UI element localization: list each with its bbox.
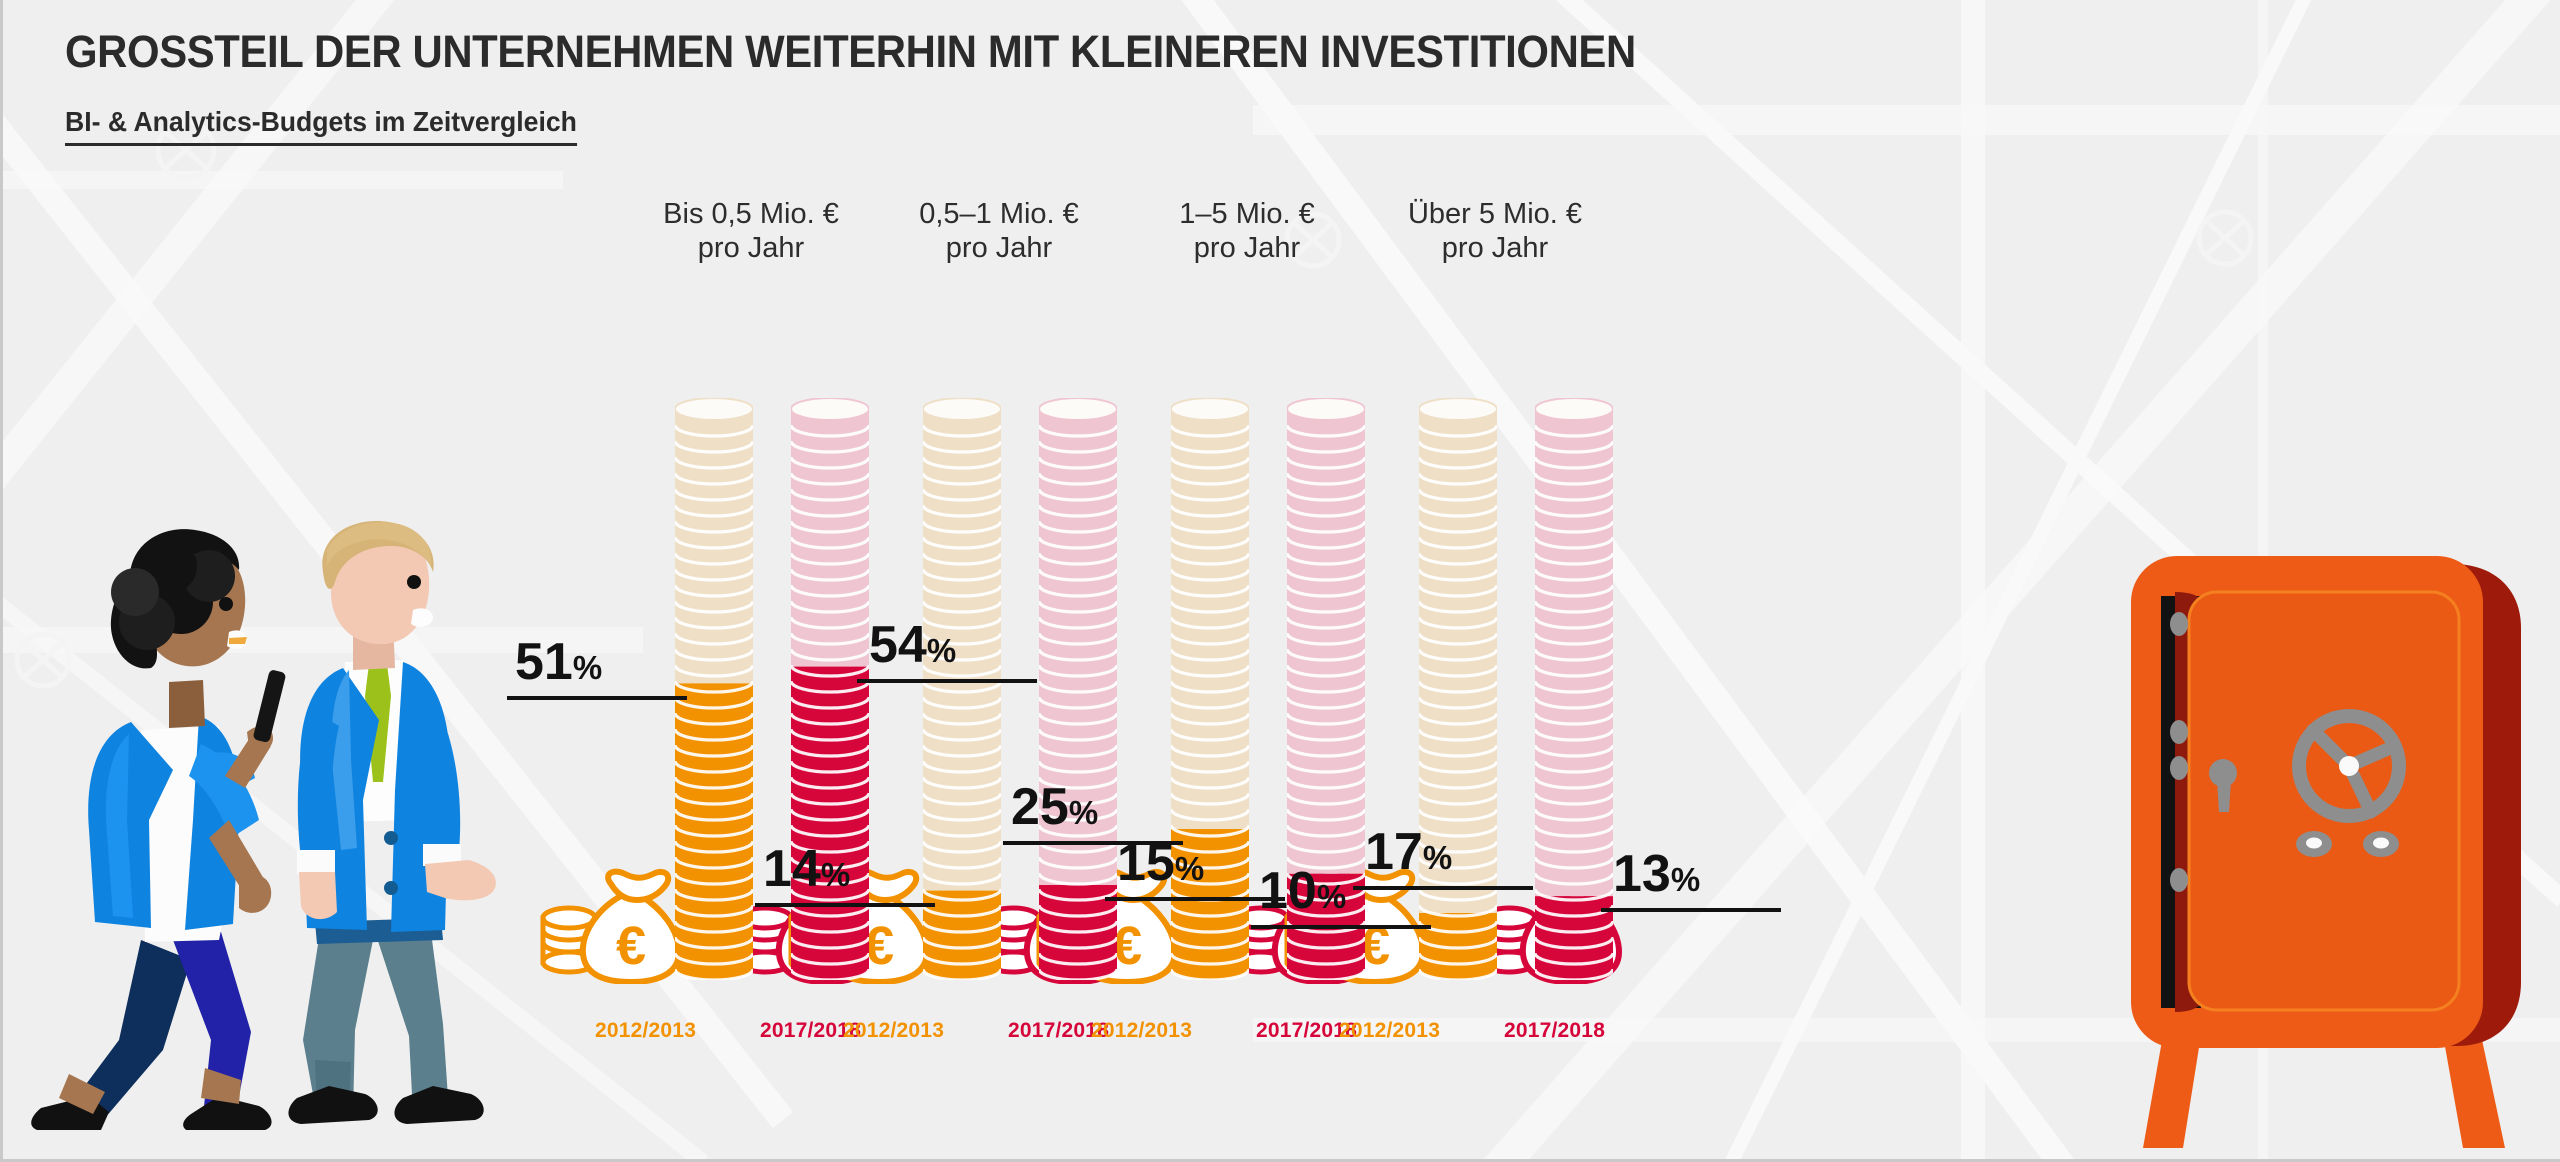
value-label: 13% — [1613, 848, 1700, 900]
safe-leg-right — [2443, 1035, 2505, 1148]
value-label: 54% — [869, 619, 956, 671]
bag-shape: € — [579, 868, 683, 986]
percent-sign: % — [926, 631, 957, 669]
walking-businesspeople-illustration — [31, 520, 496, 1130]
value-label: 25% — [1011, 781, 1098, 833]
coin-column-2012[interactable] — [1417, 397, 1499, 985]
value-underline — [1105, 897, 1285, 902]
percent-sign: % — [1316, 878, 1347, 916]
value-number: 25 — [1011, 778, 1069, 837]
man-figure — [288, 520, 496, 1124]
value-number: 15 — [1117, 834, 1175, 893]
percent-sign: % — [1174, 850, 1205, 888]
headline-block: GROSSTEIL DER UNTERNEHMEN WEITERHIN MIT … — [65, 26, 1754, 146]
year-label-2012: 2012/2013 — [595, 1019, 697, 1043]
percent-sign: % — [572, 648, 603, 686]
group-label: Über 5 Mio. € pro Jahr — [1407, 198, 1583, 264]
coin-stack-2012 — [673, 397, 755, 982]
coin-stack-2012 — [1169, 397, 1251, 982]
coin-stack-2012 — [1417, 397, 1499, 982]
value-underline — [857, 678, 1037, 683]
value-number: 13 — [1613, 845, 1671, 904]
percent-sign: % — [1068, 794, 1099, 832]
year-label-2012: 2012/2013 — [1339, 1019, 1441, 1043]
year-label-2017: 2017/2018 — [1504, 1019, 1606, 1043]
page-title: GROSSTEIL DER UNTERNEHMEN WEITERHIN MIT … — [65, 26, 1636, 77]
value-label: 15% — [1117, 837, 1204, 889]
percent-sign: % — [1670, 861, 1701, 899]
value-underline — [507, 695, 687, 700]
coin-column-2012[interactable] — [673, 397, 755, 985]
woman-figure — [31, 529, 286, 1130]
page-subtitle: BI- & Analytics-Budgets im Zeitvergleich — [65, 106, 577, 146]
coin-stack-2017 — [1533, 397, 1615, 982]
coin-stack-2017 — [1037, 397, 1119, 982]
value-underline — [1251, 925, 1431, 930]
value-label: 14% — [763, 843, 850, 895]
value-underline — [755, 902, 935, 907]
safe-leg-left — [2143, 1035, 2201, 1148]
value-label: 10% — [1259, 865, 1346, 917]
percent-sign: % — [820, 855, 851, 893]
coin-stack-2012 — [921, 397, 1003, 982]
coin-column-2017[interactable] — [1533, 397, 1615, 985]
value-underline — [1353, 886, 1533, 891]
value-number: 10 — [1259, 862, 1317, 921]
value-number: 54 — [869, 615, 927, 674]
percent-sign: % — [1422, 839, 1453, 877]
svg-text:€: € — [616, 916, 646, 976]
safe-vault-illustration — [2131, 556, 2521, 1148]
value-number: 14 — [763, 839, 821, 898]
year-label-2012: 2012/2013 — [1091, 1019, 1193, 1043]
value-label: 17% — [1365, 826, 1452, 878]
value-number: 17 — [1365, 823, 1423, 882]
value-underline — [1601, 908, 1781, 913]
coin-column-2012[interactable] — [921, 397, 1003, 985]
year-label-2012: 2012/2013 — [843, 1019, 945, 1043]
